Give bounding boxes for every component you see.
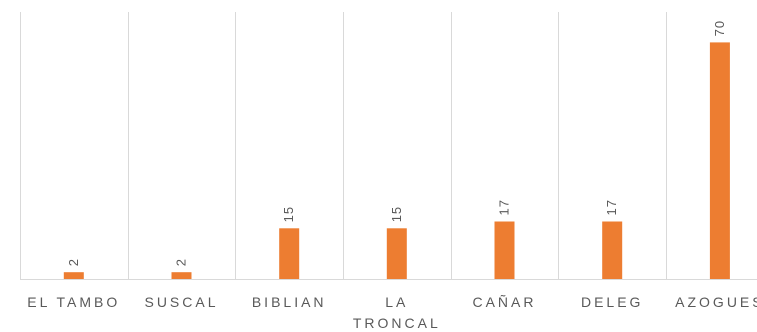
category-label: SUSCAL xyxy=(144,294,218,310)
bar xyxy=(171,272,192,279)
data-labels: 2 2 15 15 17 17 70 xyxy=(66,20,727,266)
bar xyxy=(386,228,407,279)
grid-lines xyxy=(20,12,757,280)
category-label: LA TRONCAL xyxy=(353,294,441,331)
data-label: 15 xyxy=(389,206,404,222)
data-label: 17 xyxy=(604,199,619,215)
bar xyxy=(709,42,730,280)
data-label: 15 xyxy=(281,206,296,222)
bar xyxy=(63,272,84,279)
category-label: BIBLIAN xyxy=(252,294,327,310)
category-label: DELEG xyxy=(581,294,643,310)
data-label: 70 xyxy=(712,20,727,36)
bar xyxy=(279,228,300,279)
data-label: 17 xyxy=(497,199,512,215)
data-label: 2 xyxy=(174,258,189,266)
bar xyxy=(602,221,623,279)
bars xyxy=(63,42,730,280)
category-label: EL TAMBO xyxy=(27,294,120,310)
category-label: CAÑAR xyxy=(472,294,536,310)
bar xyxy=(494,221,515,279)
data-label: 2 xyxy=(66,258,81,266)
category-tick-labels: EL TAMBO SUSCAL BIBLIAN LA TRONCAL CAÑAR DELEG… xyxy=(27,294,757,331)
category-label: AZOGUES xyxy=(675,294,757,310)
